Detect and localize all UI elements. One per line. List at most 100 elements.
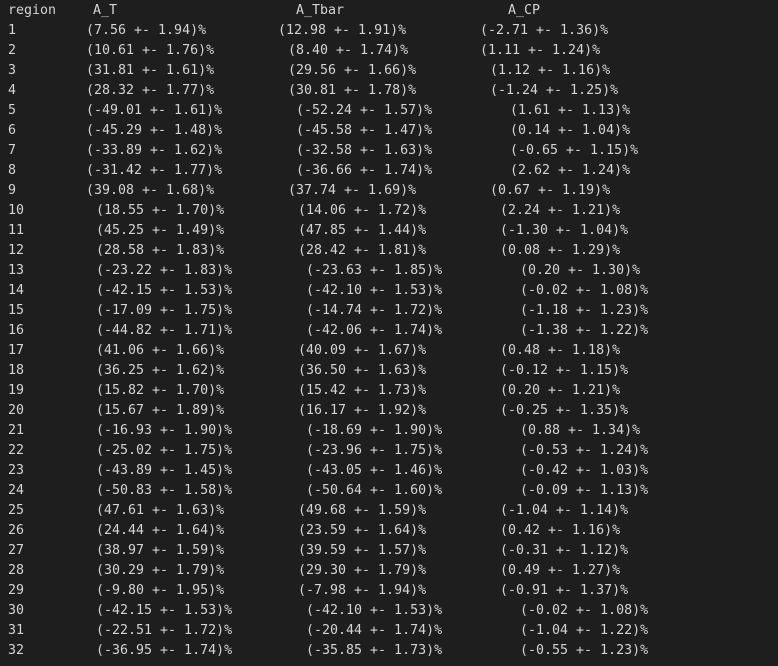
a-cp-cell: (-2.71 +- 1.36)% [480, 23, 609, 38]
region-cell: 15 [8, 303, 25, 318]
a-tbar-cell: (-42.06 +- 1.74)% [306, 323, 443, 338]
region-cell: 4 [8, 83, 17, 98]
a-t-cell: (41.06 +- 1.66)% [96, 343, 225, 358]
a-t-cell: (-45.29 +- 1.48)% [86, 123, 223, 138]
a-cp-cell: (0.08 +- 1.29)% [500, 243, 621, 258]
a-cp-cell: (-0.91 +- 1.37)% [500, 583, 629, 598]
region-cell: 1 [8, 23, 17, 38]
region-cell: 8 [8, 163, 17, 178]
a-tbar-cell: (29.56 +- 1.66)% [288, 63, 417, 78]
a-t-cell: (28.58 +- 1.83)% [96, 243, 225, 258]
a-cp-cell: (0.20 +- 1.21)% [500, 383, 621, 398]
a-tbar-cell: (37.74 +- 1.69)% [288, 183, 417, 198]
a-cp-cell: (0.42 +- 1.16)% [500, 523, 621, 538]
a-tbar-cell: (47.85 +- 1.44)% [298, 223, 427, 238]
a-tbar-cell: (-7.98 +- 1.94)% [298, 583, 427, 598]
header-a-t: A_T [93, 3, 118, 18]
a-cp-cell: (1.61 +- 1.13)% [510, 103, 631, 118]
a-cp-cell: (-0.55 +- 1.23)% [520, 643, 649, 658]
a-cp-cell: (-0.53 +- 1.24)% [520, 443, 649, 458]
region-cell: 31 [8, 623, 25, 638]
header-region: region [8, 3, 57, 18]
a-cp-cell: (-0.02 +- 1.08)% [520, 283, 649, 298]
region-cell: 23 [8, 463, 25, 478]
region-cell: 32 [8, 643, 25, 658]
a-tbar-cell: (40.09 +- 1.67)% [298, 343, 427, 358]
a-cp-cell: (0.88 +- 1.34)% [520, 423, 641, 438]
region-cell: 16 [8, 323, 25, 338]
a-t-cell: (45.25 +- 1.49)% [96, 223, 225, 238]
a-t-cell: (-42.15 +- 1.53)% [96, 283, 233, 298]
a-tbar-cell: (8.40 +- 1.74)% [288, 43, 409, 58]
a-t-cell: (-49.01 +- 1.61)% [86, 103, 223, 118]
region-cell: 28 [8, 563, 25, 578]
a-t-cell: (-31.42 +- 1.77)% [86, 163, 223, 178]
a-t-cell: (31.81 +- 1.61)% [86, 63, 215, 78]
a-cp-cell: (-1.04 +- 1.14)% [500, 503, 629, 518]
region-cell: 30 [8, 603, 25, 618]
region-cell: 6 [8, 123, 17, 138]
header-a-tbar: A_Tbar [296, 3, 345, 18]
a-cp-cell: (0.14 +- 1.04)% [510, 123, 631, 138]
a-tbar-cell: (39.59 +- 1.57)% [298, 543, 427, 558]
a-tbar-cell: (49.68 +- 1.59)% [298, 503, 427, 518]
a-t-cell: (39.08 +- 1.68)% [86, 183, 215, 198]
header-a-cp: A_CP [508, 3, 541, 18]
a-cp-cell: (2.24 +- 1.21)% [500, 203, 621, 218]
a-tbar-cell: (-42.10 +- 1.53)% [306, 603, 443, 618]
a-cp-cell: (-0.31 +- 1.12)% [500, 543, 629, 558]
a-t-cell: (30.29 +- 1.79)% [96, 563, 225, 578]
a-cp-cell: (-0.12 +- 1.15)% [500, 363, 629, 378]
a-t-cell: (-9.80 +- 1.95)% [96, 583, 225, 598]
a-t-cell: (47.61 +- 1.63)% [96, 503, 225, 518]
a-cp-cell: (0.48 +- 1.18)% [500, 343, 621, 358]
region-cell: 14 [8, 283, 25, 298]
a-t-cell: (-17.09 +- 1.75)% [96, 303, 233, 318]
a-tbar-cell: (28.42 +- 1.81)% [298, 243, 427, 258]
region-cell: 13 [8, 263, 25, 278]
a-t-cell: (18.55 +- 1.70)% [96, 203, 225, 218]
a-tbar-cell: (-23.63 +- 1.85)% [306, 263, 443, 278]
region-cell: 12 [8, 243, 25, 258]
a-t-cell: (-16.93 +- 1.90)% [96, 423, 233, 438]
a-cp-cell: (-0.09 +- 1.13)% [520, 483, 649, 498]
a-t-cell: (38.97 +- 1.59)% [96, 543, 225, 558]
a-t-cell: (-42.15 +- 1.53)% [96, 603, 233, 618]
a-t-cell: (-36.95 +- 1.74)% [96, 643, 233, 658]
a-t-cell: (24.44 +- 1.64)% [96, 523, 225, 538]
a-cp-cell: (-1.38 +- 1.22)% [520, 323, 649, 338]
a-tbar-cell: (29.30 +- 1.79)% [298, 563, 427, 578]
region-cell: 9 [8, 183, 17, 198]
a-tbar-cell: (12.98 +- 1.91)% [278, 23, 407, 38]
a-cp-cell: (-0.42 +- 1.03)% [520, 463, 649, 478]
a-tbar-cell: (-36.66 +- 1.74)% [296, 163, 433, 178]
a-cp-cell: (1.12 +- 1.16)% [490, 63, 611, 78]
a-t-cell: (-44.82 +- 1.71)% [96, 323, 233, 338]
region-cell: 29 [8, 583, 25, 598]
a-t-cell: (-23.22 +- 1.83)% [96, 263, 233, 278]
region-cell: 20 [8, 403, 25, 418]
a-t-cell: (15.67 +- 1.89)% [96, 403, 225, 418]
region-cell: 18 [8, 363, 25, 378]
a-cp-cell: (-1.30 +- 1.04)% [500, 223, 629, 238]
a-cp-cell: (-0.65 +- 1.15)% [510, 143, 639, 158]
region-cell: 27 [8, 543, 25, 558]
a-tbar-cell: (30.81 +- 1.78)% [288, 83, 417, 98]
region-cell: 17 [8, 343, 25, 358]
a-cp-cell: (0.67 +- 1.19)% [490, 183, 611, 198]
a-tbar-cell: (-18.69 +- 1.90)% [306, 423, 443, 438]
a-tbar-cell: (36.50 +- 1.63)% [298, 363, 427, 378]
a-tbar-cell: (-43.05 +- 1.46)% [306, 463, 443, 478]
region-cell: 5 [8, 103, 17, 118]
region-cell: 19 [8, 383, 25, 398]
a-cp-cell: (-1.04 +- 1.22)% [520, 623, 649, 638]
a-t-cell: (-43.89 +- 1.45)% [96, 463, 233, 478]
a-tbar-cell: (-35.85 +- 1.73)% [306, 643, 443, 658]
a-cp-cell: (-0.02 +- 1.08)% [520, 603, 649, 618]
table-header: region A_T A_Tbar A_CP [0, 1, 540, 21]
region-cell: 25 [8, 503, 25, 518]
a-t-cell: (10.61 +- 1.76)% [86, 43, 215, 58]
region-cell: 11 [8, 223, 25, 238]
region-cell: 26 [8, 523, 25, 538]
